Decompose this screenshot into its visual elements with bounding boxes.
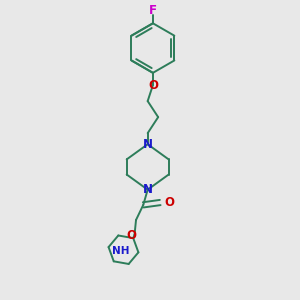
Text: F: F (149, 4, 157, 17)
Text: NH: NH (112, 246, 129, 256)
Text: O: O (148, 79, 158, 92)
Text: N: N (143, 183, 153, 196)
Text: O: O (127, 229, 136, 242)
Text: O: O (164, 196, 174, 209)
Text: N: N (143, 138, 153, 151)
